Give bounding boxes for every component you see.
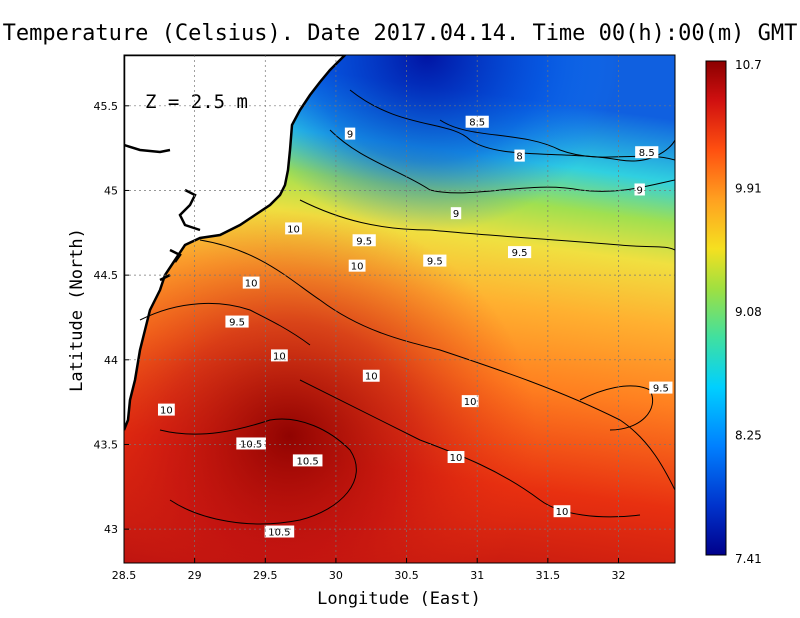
- y-tick-label: 43.5: [94, 438, 119, 451]
- temperature-field: [124, 55, 675, 563]
- contour-label-box: [236, 437, 266, 450]
- y-tick-label: 44.5: [94, 269, 119, 282]
- y-tick-label: 43: [104, 523, 118, 536]
- contour-label: 10: [450, 453, 463, 464]
- x-tick-label: 32: [611, 569, 625, 582]
- colorbar-tick-label: 10.7: [735, 58, 762, 72]
- contour-label-box: [348, 259, 366, 272]
- contour-label-box: [450, 207, 462, 220]
- contour-label: 8: [516, 152, 522, 163]
- contour-label-box: [225, 315, 249, 328]
- depth-label: Z = 2.5 m: [145, 91, 248, 113]
- contour-label: 10: [287, 224, 300, 235]
- contour-label: 10: [365, 372, 378, 383]
- land-area: [124, 55, 347, 431]
- contour-label-box: [507, 246, 532, 259]
- x-tick-label: 30.5: [394, 569, 419, 582]
- y-axis-ticks: 43 43.5 44 44.5 45 45.5: [94, 100, 129, 536]
- y-tick-label: 44: [104, 354, 118, 367]
- y-tick-label: 45.5: [94, 100, 119, 113]
- colorbar-tick-label: 8.25: [735, 429, 762, 443]
- contour-label: 10: [556, 507, 569, 518]
- contour-label: 10.5: [297, 456, 319, 467]
- grid-lines: [124, 55, 675, 563]
- coast-detail: [124, 143, 201, 282]
- y-axis-label: Latitude (North): [67, 228, 87, 392]
- contour-label-box: [242, 276, 260, 289]
- contour-label: 9: [636, 185, 642, 196]
- contour-label: 10: [351, 262, 364, 273]
- contour-label-box: [157, 403, 175, 416]
- contour-label: 9.5: [356, 236, 372, 247]
- colorbar-ticks: 10.7 9.91 9.08 8.25 7.41: [735, 58, 762, 566]
- contour-label-box: [423, 254, 447, 267]
- contour-label: 9.5: [653, 384, 669, 395]
- y-tick-label: 45: [104, 184, 118, 197]
- x-tick-label: 28.5: [112, 569, 137, 582]
- contour-label-box: [362, 369, 380, 382]
- contour-label: 10: [160, 406, 173, 417]
- contour-label: 9: [453, 209, 459, 220]
- colorbar-tick-label: 7.41: [735, 552, 762, 566]
- contour-label-box: [634, 183, 645, 196]
- contour-label: 9.5: [229, 318, 245, 329]
- contour-label-box: [514, 149, 525, 162]
- x-axis-ticks: 28.5 29 29.5 30 30.5 31 31.5 32: [112, 558, 625, 582]
- contour-label: 10: [464, 397, 477, 408]
- x-tick-label: 29.5: [253, 569, 278, 582]
- x-tick-label: 29: [188, 569, 202, 582]
- contour-label: 8.5: [639, 148, 655, 159]
- contour-label-box: [344, 127, 356, 140]
- contour-label-box: [292, 454, 323, 467]
- x-tick-label: 31: [470, 569, 484, 582]
- contour-label: 10.5: [240, 439, 262, 450]
- contour-label: 10.5: [268, 528, 290, 539]
- contour-labels: 8.5 8 8.5 9 9 9 9.5 9.5 9.5 10 10 10 9.5 10 10 9.5 10 10 1…: [157, 115, 673, 539]
- plot-frame: [123, 54, 676, 564]
- contour-label-box: [447, 451, 465, 464]
- contour-label: 10: [273, 351, 286, 362]
- contour-label: 8.5: [469, 118, 485, 129]
- contour-label-box: [271, 349, 288, 362]
- contour-label-box: [461, 395, 479, 408]
- contour-label-box: [649, 381, 673, 394]
- contour-label: 10: [245, 279, 258, 290]
- chart-title: Temperature (Celsius). Date 2017.04.14. …: [3, 21, 798, 46]
- contour-label: 9: [347, 130, 353, 141]
- contour-label-box: [352, 234, 376, 247]
- contour-label: 9.5: [427, 257, 443, 268]
- contour-label-box: [285, 222, 302, 235]
- contour-label-box: [553, 505, 571, 518]
- contour-label-box: [264, 525, 295, 538]
- contour-label: 9.5: [512, 248, 528, 259]
- colorbar: [705, 60, 727, 556]
- colorbar-tick-label: 9.91: [735, 182, 762, 196]
- colorbar-tick-label: 9.08: [735, 305, 762, 319]
- x-tick-label: 30: [329, 569, 343, 582]
- x-axis-label: Longitude (East): [317, 589, 481, 609]
- x-tick-label: 31.5: [536, 569, 561, 582]
- contour-label-box: [635, 146, 659, 159]
